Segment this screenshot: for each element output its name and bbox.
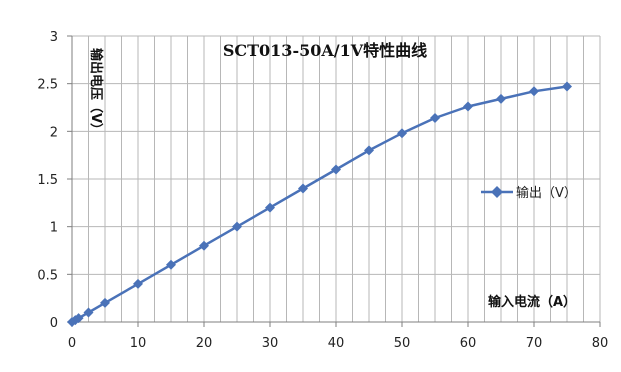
x-tick-label: 40: [328, 336, 345, 351]
legend-marker: [491, 186, 503, 198]
data-point: [166, 259, 176, 270]
data-point: [430, 112, 440, 123]
data-point: [265, 202, 275, 213]
y-tick-label: 0: [50, 316, 58, 331]
x-tick-label: 80: [592, 336, 609, 351]
data-point: [331, 164, 341, 175]
data-point: [73, 313, 84, 324]
x-tick-label: 0: [68, 336, 76, 351]
tick-labels: 0 10 20 30 40 50 60 70 80 0 0.5 1 1.5 2 2.5 3: [37, 30, 608, 351]
y-axis-title: 输出电压（V）: [88, 48, 104, 136]
x-tick-label: 70: [526, 336, 543, 351]
legend: 输出（V）: [481, 185, 577, 201]
legend-label: 输出（V）: [516, 185, 577, 201]
data-point: [463, 101, 473, 112]
x-tick-label: 30: [262, 336, 279, 351]
data-point: [529, 86, 539, 97]
data-point: [298, 183, 308, 194]
y-tick-label: 3: [50, 30, 58, 45]
data-point: [496, 93, 506, 104]
axes: [67, 35, 601, 327]
data-point: [364, 145, 374, 156]
y-tick-label: 1.5: [37, 173, 58, 188]
x-axis-title: 输入电流（A）: [488, 294, 576, 310]
x-tick-label: 50: [394, 336, 411, 351]
data-point: [397, 128, 407, 139]
y-tick-label: 0.5: [37, 268, 58, 283]
x-tick-label: 20: [196, 336, 213, 351]
x-tick-label: 10: [130, 336, 147, 351]
y-tick-label: 1: [50, 221, 58, 236]
gridlines: [72, 35, 601, 322]
series-layer: [67, 81, 572, 327]
data-point: [199, 240, 209, 251]
y-tick-label: 2: [50, 125, 58, 140]
data-point: [133, 278, 143, 289]
x-tick-label: 60: [460, 336, 477, 351]
data-point: [83, 307, 94, 318]
data-point: [100, 297, 110, 308]
chart-title: SCT013-50A/1V特性曲线: [223, 41, 427, 60]
data-point: [562, 81, 572, 92]
data-point: [232, 221, 242, 232]
y-tick-label: 2.5: [37, 78, 58, 93]
